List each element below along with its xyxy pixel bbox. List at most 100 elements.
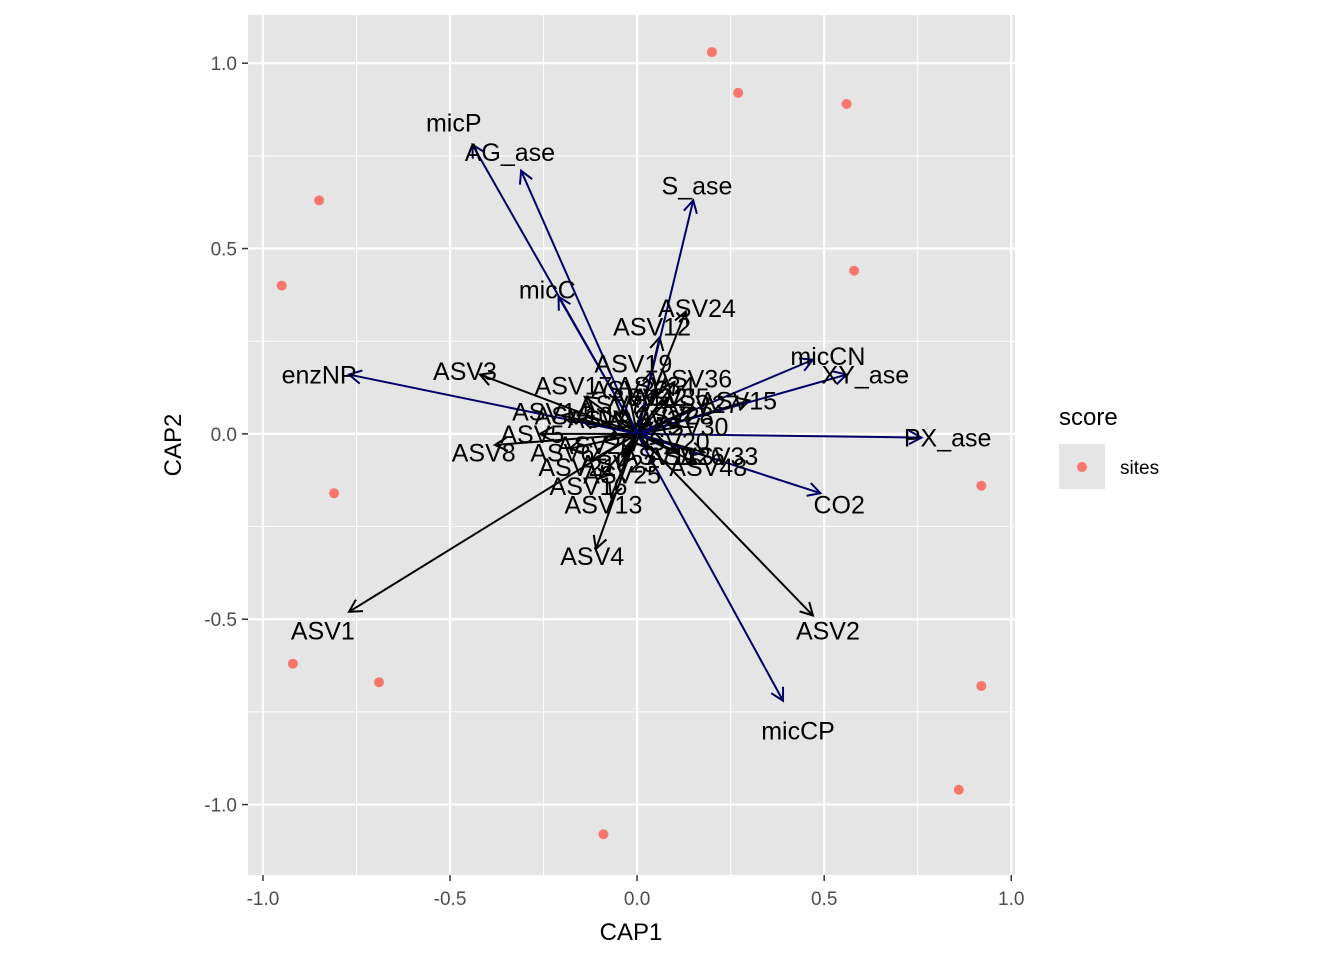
species-arrowhead — [674, 309, 689, 326]
species-arrowhead — [624, 394, 640, 411]
species-label-asv4: ASV4 — [560, 543, 624, 571]
y-tick-label: 0.0 — [211, 425, 237, 446]
species-arrowhead — [735, 396, 752, 412]
species-label-asv33: ASV33 — [681, 443, 759, 471]
major-gridlines — [248, 15, 1015, 875]
species-label-asv9: ASV9 — [568, 406, 632, 434]
species-label-asv32: ASV32 — [591, 376, 669, 404]
site-point — [706, 47, 717, 58]
env-arrow-s-ase — [636, 200, 695, 435]
env-arrowhead — [908, 429, 924, 446]
site-point — [314, 195, 325, 206]
species-label-asv35: ASV35 — [632, 384, 710, 412]
biplot-arrows — [346, 142, 924, 703]
species-label-asv6: ASV6 — [530, 439, 594, 467]
species-arrowhead — [635, 434, 650, 451]
legend-label-sites: sites — [1120, 458, 1159, 479]
species-arrowhead — [492, 436, 509, 452]
species-arrow-asv17 — [584, 395, 638, 435]
x-tick-label: -0.5 — [434, 889, 467, 910]
species-label-asv48: ASV48 — [669, 454, 747, 482]
species-label-asv1: ASV1 — [291, 617, 355, 645]
species-arrowhead — [592, 534, 608, 551]
site-point — [287, 658, 298, 669]
species-arrow-asv29 — [603, 432, 638, 443]
species-label-asv34: ASV34 — [617, 373, 695, 401]
site-point — [598, 829, 609, 840]
species-label-asv24: ASV24 — [658, 295, 736, 323]
species-label-asv13: ASV13 — [565, 491, 643, 519]
env-arrowhead — [832, 370, 849, 386]
species-label-asv5: ASV5 — [500, 421, 564, 449]
species-label-asv28: ASV28 — [636, 402, 714, 430]
species-arrow-asv32 — [628, 396, 639, 435]
species-arrowhead — [583, 395, 599, 410]
species-arrow-asv7 — [613, 410, 638, 435]
env-label-xy-ase: XY_ase — [822, 362, 910, 390]
env-arrow-ag-ase — [520, 170, 639, 435]
x-tick-label: 1.0 — [998, 889, 1024, 910]
species-arrowhead — [661, 380, 676, 396]
species-arrow-asv21 — [591, 433, 638, 461]
site-point — [733, 87, 744, 98]
species-arrowhead — [478, 371, 494, 386]
species-arrowhead — [682, 451, 699, 466]
env-arrowhead — [557, 294, 571, 311]
species-label-asv2: ASV2 — [796, 617, 860, 645]
species-arrowhead — [653, 398, 669, 415]
species-arrowhead — [347, 599, 364, 613]
species-label-asv12: ASV12 — [613, 313, 691, 341]
site-point — [976, 480, 987, 491]
env-arrow-px-ase — [637, 432, 922, 439]
species-label-asv27: ASV27 — [662, 391, 740, 419]
species-arrowhead — [644, 387, 659, 404]
y-tick-label: -1.0 — [204, 796, 237, 817]
species-label-asv16: ASV16 — [550, 473, 628, 501]
env-arrowhead — [798, 357, 815, 372]
species-arrow-asv13 — [609, 433, 639, 498]
species-arrow-asv23 — [621, 433, 638, 457]
legend-title: score — [1059, 404, 1118, 431]
y-tick-label: 1.0 — [211, 54, 237, 75]
species-label-asv26: ASV26 — [647, 443, 725, 471]
site-point — [329, 488, 340, 499]
species-label-asv23: ASV23 — [579, 451, 657, 479]
y-axis-ticks: -1.0 -0.5 0.0 0.5 1.0 — [204, 54, 248, 817]
env-arrow-co2 — [636, 432, 821, 495]
species-arrow-asv8 — [494, 432, 638, 446]
env-arrow-enznp — [348, 373, 638, 435]
env-label-miccn: micCN — [790, 343, 865, 371]
species-arrowhead — [560, 410, 577, 426]
species-arrowhead — [537, 426, 553, 442]
species-label-asv11: ASV11 — [622, 443, 698, 471]
species-arrowhead — [598, 464, 614, 480]
x-tick-label: 0.0 — [624, 889, 650, 910]
y-tick-label: 0.5 — [211, 240, 237, 261]
site-point — [373, 677, 384, 688]
species-label-asv21: ASV21 — [538, 454, 616, 482]
site-point — [953, 784, 964, 795]
site-point — [276, 280, 287, 291]
species-arrowhead — [578, 414, 595, 430]
species-label-asv20: ASV20 — [632, 428, 710, 456]
species-arrowhead — [608, 482, 623, 499]
species-label-asv3: ASV3 — [433, 358, 497, 386]
env-label-micp: micP — [426, 110, 482, 138]
species-arrowhead — [567, 438, 584, 454]
env-arrowhead — [346, 369, 363, 385]
env-label-ag-ase: AG_ase — [465, 139, 555, 167]
env-label-s-ase: S_ase — [662, 173, 733, 201]
species-arrow-asv36 — [636, 381, 676, 435]
env-arrowhead — [518, 168, 533, 185]
species-label-asv17: ASV17 — [535, 373, 613, 401]
env-label-enznp: enzNP — [282, 362, 357, 390]
site-point — [849, 265, 860, 276]
x-axis-ticks: -1.0 -0.5 0.0 0.5 1.0 — [247, 875, 1024, 910]
env-arrow-miccn — [636, 358, 814, 435]
species-arrowhead — [613, 410, 629, 426]
species-label-asv15: ASV15 — [699, 388, 777, 416]
y-axis-title: CAP2 — [160, 414, 187, 477]
env-arrow-miccp — [636, 433, 784, 702]
species-label-asv29: ASV29 — [557, 432, 635, 460]
